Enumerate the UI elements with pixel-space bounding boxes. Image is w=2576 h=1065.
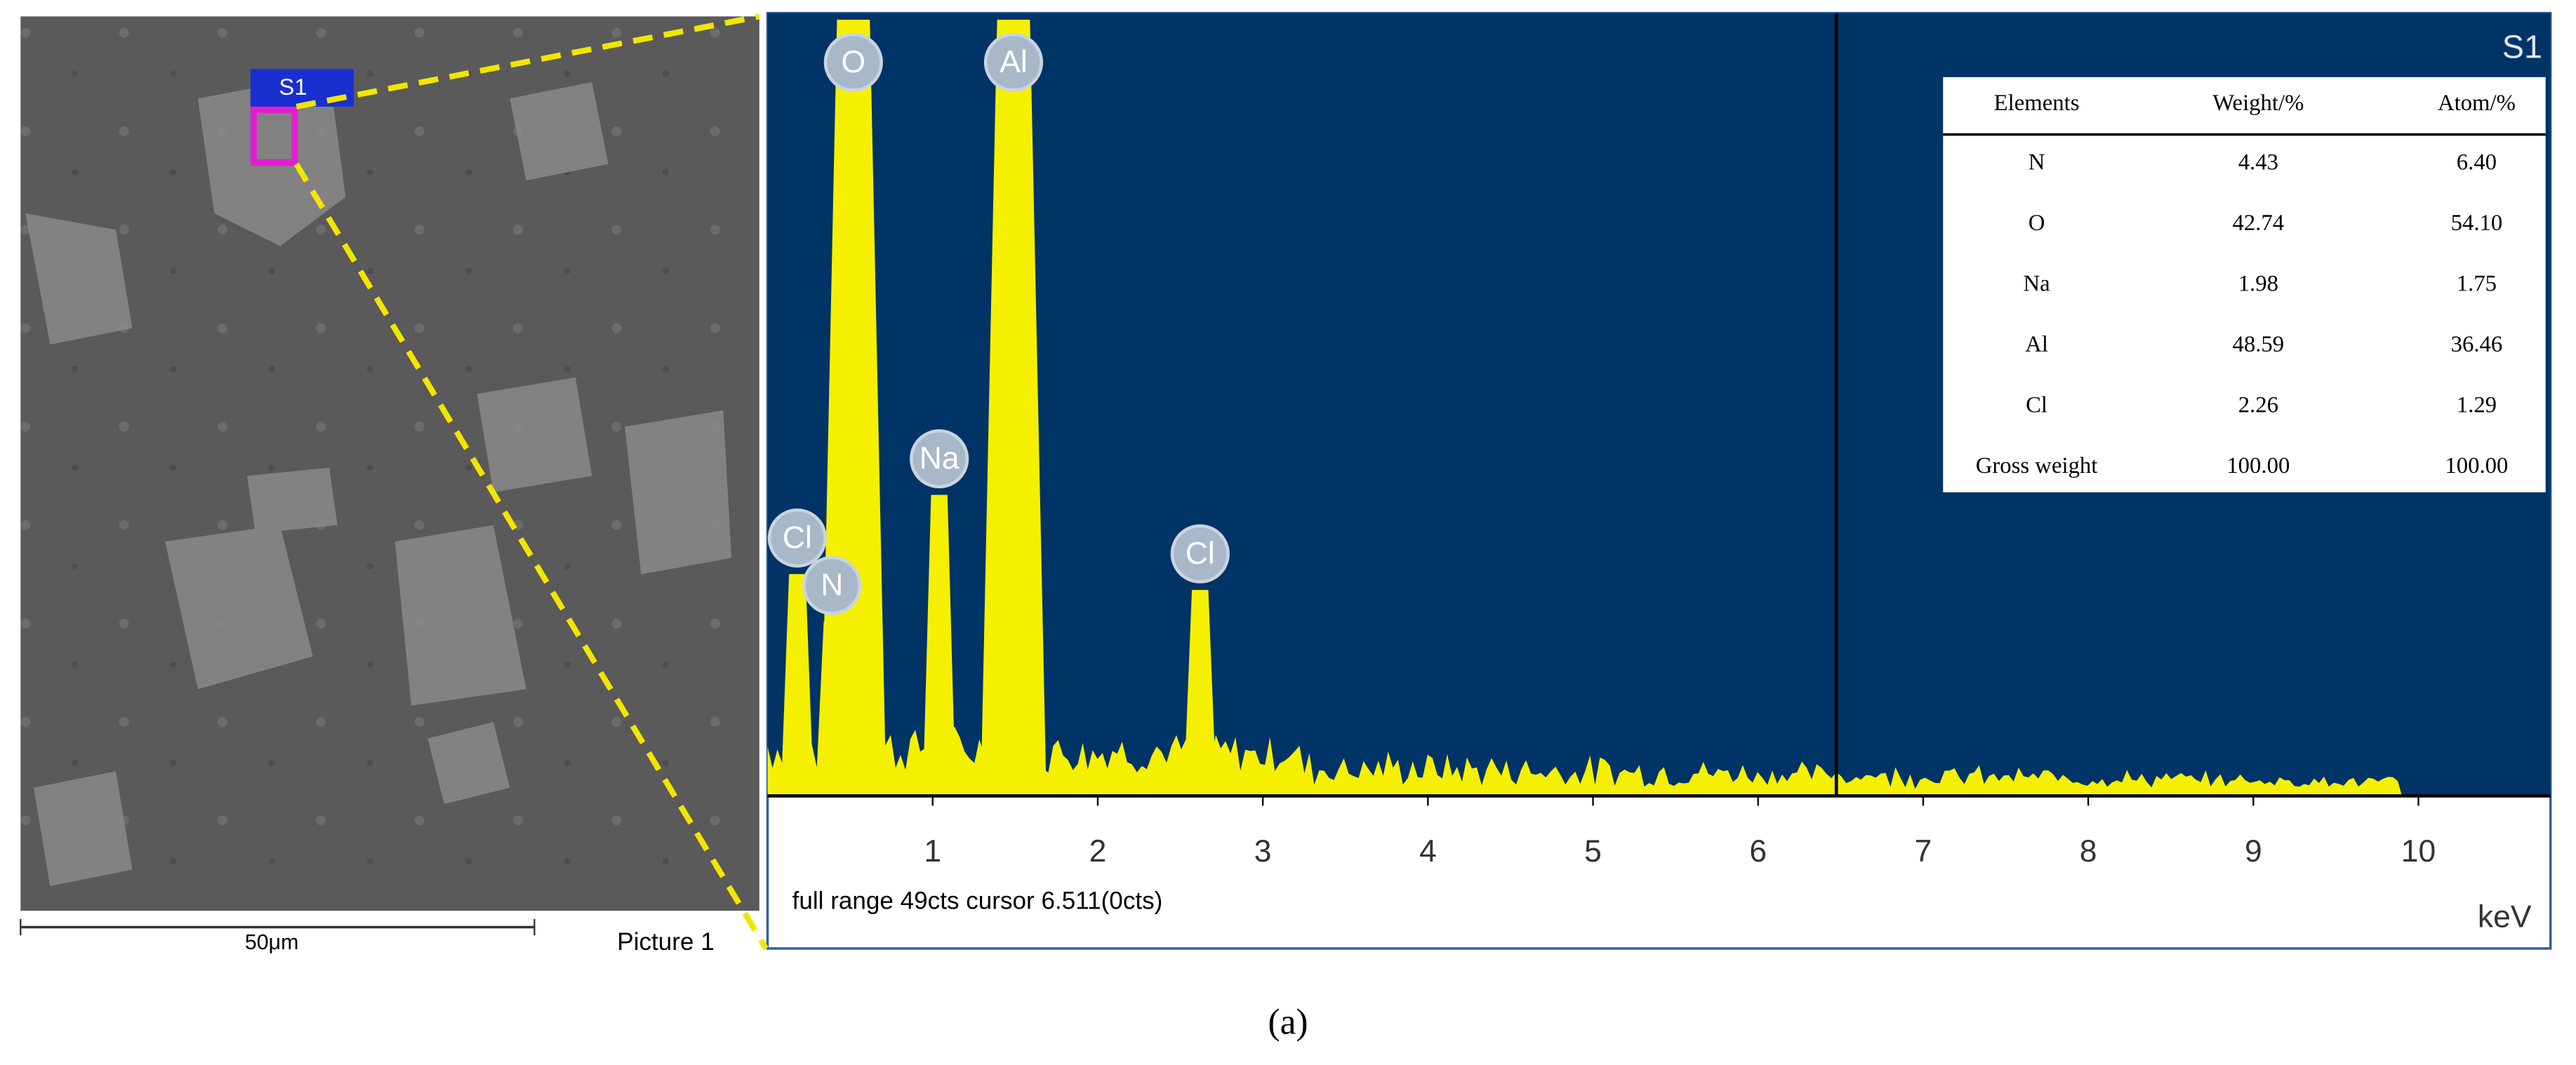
table-cell: 2.26 — [2238, 393, 2278, 418]
table-cell: Na — [2023, 271, 2050, 296]
x-tick-label: 5 — [1584, 834, 1602, 869]
peak-label: Cl — [1186, 537, 1215, 571]
x-tick-label: 1 — [924, 834, 941, 869]
x-tick-label: 2 — [1089, 834, 1107, 869]
table-cell: 1.75 — [2457, 271, 2497, 296]
spectrum-label: S1 — [2502, 29, 2542, 65]
peak — [1183, 589, 1217, 796]
table-cell: N — [2029, 149, 2045, 175]
peak-label: Na — [919, 441, 960, 476]
table-cell: 48.59 — [2233, 332, 2285, 357]
peak-badge — [983, 32, 1044, 92]
peak-label: O — [842, 45, 866, 79]
table-header: Elements — [1994, 91, 2080, 116]
spectrum-background — [767, 721, 2402, 796]
peak-badge — [823, 32, 883, 92]
table-header: Weight/% — [2212, 91, 2304, 116]
x-tick-label: 7 — [1915, 834, 1932, 869]
peak — [781, 574, 814, 796]
peak — [922, 495, 956, 796]
zoom-line — [296, 13, 760, 110]
selection-box — [250, 107, 298, 166]
table-cell: 1.29 — [2457, 393, 2497, 418]
x-tick-label: 8 — [2080, 834, 2097, 869]
picture-label: Picture 1 — [617, 928, 714, 956]
zoom-line — [293, 162, 769, 951]
status: full range 49cts cursor 6.511(0cts) — [792, 887, 1163, 915]
table-cell: Gross weight — [1976, 453, 2098, 478]
table-cell: 42.74 — [2233, 210, 2285, 236]
peak-label: N — [821, 568, 843, 603]
table-cell: O — [2029, 210, 2045, 236]
x-tick-label: 6 — [1749, 834, 1767, 869]
spectrum — [767, 20, 2402, 796]
table-cell: 1.98 — [2238, 271, 2278, 296]
table-cell: 6.40 — [2457, 149, 2497, 175]
table-cell: Cl — [2026, 393, 2047, 418]
table-cell: 100.00 — [2445, 453, 2508, 478]
peak-badge — [802, 556, 862, 615]
x-tick-label: 3 — [1254, 834, 1272, 869]
peak-badge — [910, 429, 969, 489]
x-unit: keV — [2478, 900, 2532, 935]
scale-label: 50μm — [245, 930, 299, 954]
peak — [981, 20, 1047, 796]
table-cell: 36.46 — [2451, 332, 2503, 357]
particles — [25, 74, 732, 887]
peak-label: Al — [1000, 45, 1028, 79]
x-tick-label: 4 — [1419, 834, 1437, 869]
x-tick-label: 9 — [2245, 834, 2262, 869]
peak-label: Cl — [783, 521, 812, 555]
table-cell: Al — [2025, 332, 2048, 357]
region-label: S1 — [279, 74, 307, 100]
x-tick-label: 10 — [2401, 834, 2436, 869]
table-cell: 4.43 — [2238, 149, 2278, 175]
table — [1943, 76, 2546, 493]
peak-badge — [767, 508, 827, 568]
caption: (a) — [1268, 1003, 1308, 1043]
table-cell: 100.00 — [2226, 453, 2290, 478]
table-cell: 54.10 — [2451, 210, 2503, 236]
peak-badge — [1170, 524, 1230, 584]
table-header: Atom/% — [2438, 91, 2516, 116]
